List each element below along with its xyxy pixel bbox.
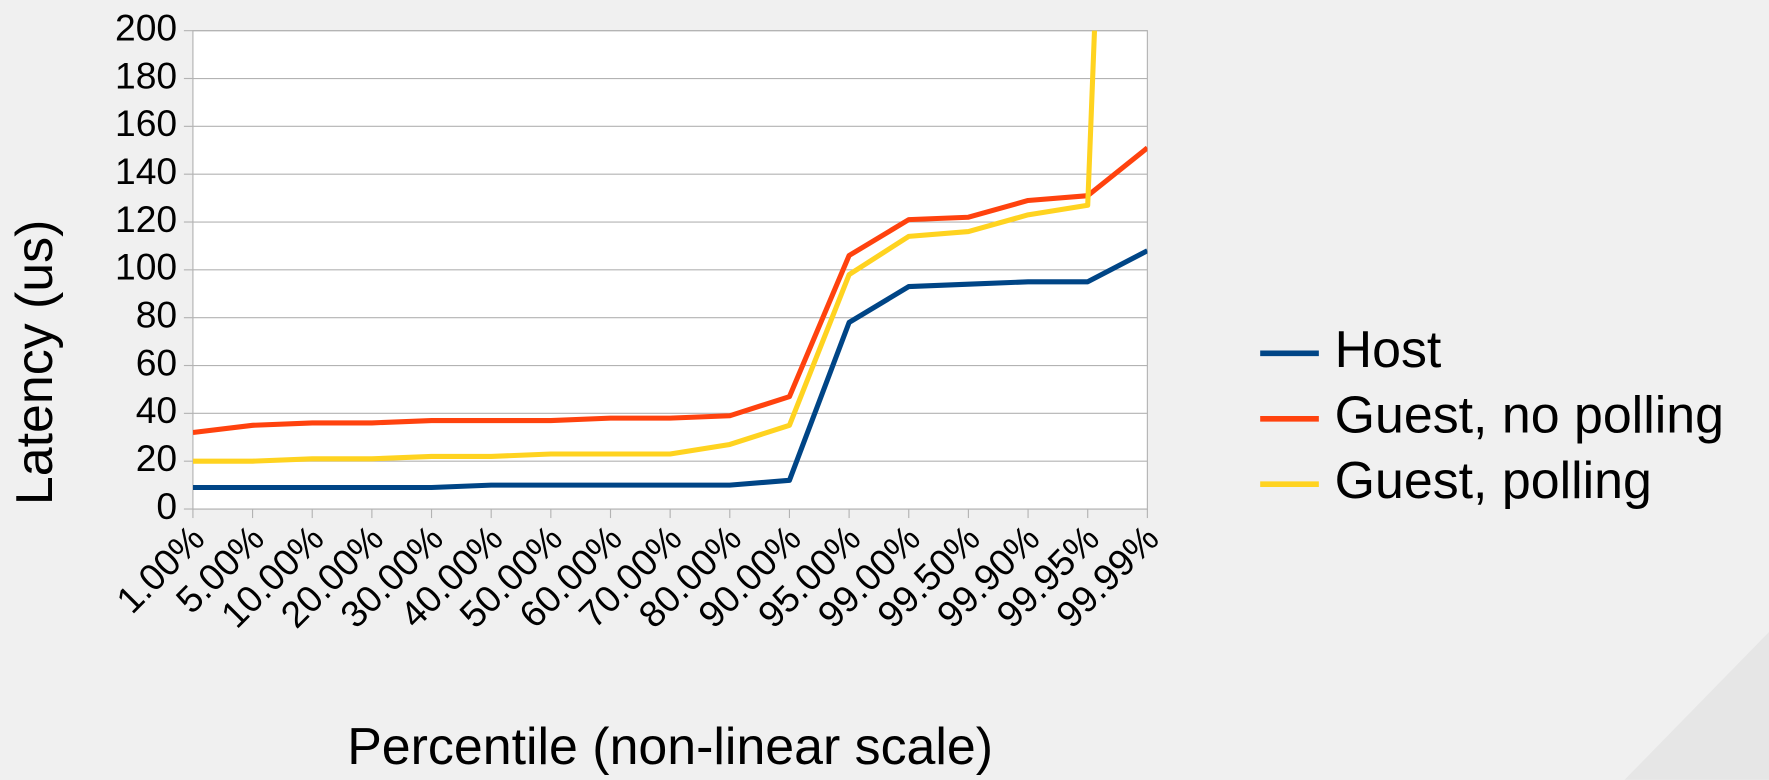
y-tick-label: 80 — [136, 294, 177, 336]
series-line — [192, 248, 1148, 491]
background-decoration — [1624, 631, 1769, 780]
x-axis-title: Percentile (non-linear scale) — [347, 717, 993, 775]
y-tick-label: 160 — [115, 102, 177, 144]
y-tick-label: 200 — [115, 6, 177, 48]
y-tick-label: 120 — [115, 198, 177, 240]
y-tick-label: 60 — [136, 341, 177, 383]
y-tick-label: 180 — [115, 54, 177, 96]
y-tick-label: 40 — [136, 389, 177, 431]
legend-label: Host — [1335, 320, 1442, 378]
legend-label: Guest, polling — [1335, 451, 1652, 509]
y-axis-title: Latency (us) — [5, 220, 63, 505]
y-tick-label: 20 — [136, 437, 177, 479]
y-tick-label: 0 — [156, 485, 177, 527]
y-tick-label: 100 — [115, 246, 177, 288]
y-tick-label: 140 — [115, 150, 177, 192]
legend-label: Guest, no polling — [1335, 385, 1724, 443]
series-line — [192, 145, 1148, 436]
series-line — [192, 30, 1098, 464]
